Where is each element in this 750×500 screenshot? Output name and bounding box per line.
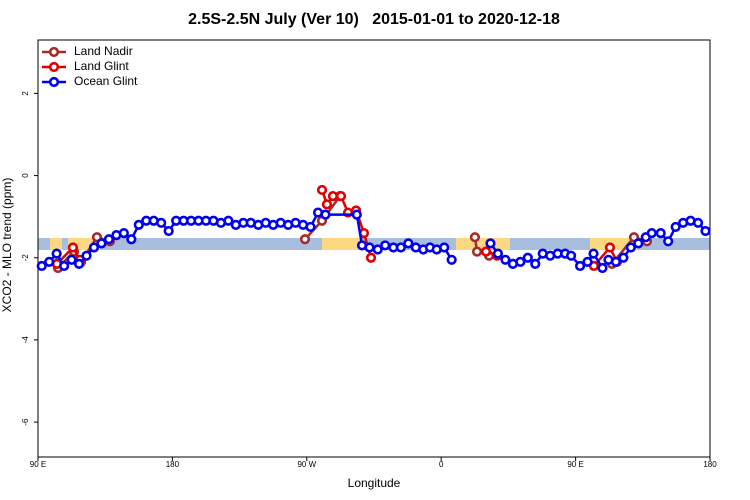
data-point bbox=[500, 254, 511, 265]
data-point bbox=[372, 244, 383, 255]
chart-title: 2.5S-2.5N July (Ver 10) 2015-01-01 to 20… bbox=[188, 11, 560, 28]
data-point bbox=[395, 242, 406, 253]
data-point bbox=[51, 248, 62, 259]
legend-marker bbox=[48, 61, 60, 73]
y-tick-label: 2 bbox=[21, 91, 30, 96]
data-point bbox=[305, 221, 316, 233]
data-point bbox=[625, 242, 636, 253]
y-tick-label: 0 bbox=[21, 173, 30, 178]
legend-label: Land Glint bbox=[74, 59, 129, 73]
series bbox=[36, 207, 711, 274]
x-tick-label: 90 E bbox=[567, 460, 583, 469]
land-band bbox=[322, 238, 362, 250]
data-point bbox=[492, 248, 504, 259]
x-tick-label: 90 W bbox=[297, 460, 316, 469]
data-point bbox=[530, 258, 541, 270]
data-point bbox=[67, 242, 79, 253]
data-point bbox=[321, 199, 333, 210]
data-point bbox=[163, 225, 174, 237]
data-point bbox=[320, 209, 331, 220]
data-point bbox=[700, 225, 711, 237]
data-point bbox=[582, 256, 593, 267]
data-point bbox=[96, 238, 107, 249]
data-point bbox=[663, 236, 674, 247]
data-point bbox=[118, 227, 129, 239]
data-point bbox=[515, 256, 526, 267]
series bbox=[52, 191, 653, 274]
data-point bbox=[365, 252, 377, 263]
data-point bbox=[316, 184, 328, 196]
data-point bbox=[692, 217, 704, 228]
legend-label: Land Nadir bbox=[74, 44, 133, 58]
data-point bbox=[588, 248, 599, 259]
ocean-band bbox=[38, 238, 710, 250]
data-point bbox=[223, 215, 234, 226]
data-point bbox=[66, 254, 77, 265]
y-tick-label: -2 bbox=[21, 254, 30, 262]
x-tick-label: 180 bbox=[703, 460, 717, 469]
data-point bbox=[566, 250, 577, 261]
data-point bbox=[439, 242, 450, 253]
data-point bbox=[485, 238, 496, 249]
data-point bbox=[610, 256, 622, 267]
plot-frame bbox=[37, 39, 711, 458]
data-point bbox=[597, 262, 608, 274]
data-point bbox=[469, 232, 481, 243]
data-point bbox=[133, 219, 144, 230]
data-point bbox=[59, 260, 70, 272]
x-tick-label: 180 bbox=[166, 460, 180, 469]
y-axis-label: XCO2 - MLO trend (ppm) bbox=[0, 178, 14, 313]
data-point bbox=[299, 234, 311, 245]
data-point bbox=[522, 252, 533, 263]
data-point bbox=[156, 217, 167, 228]
data-point bbox=[446, 254, 457, 265]
data-point bbox=[618, 252, 629, 263]
data-point bbox=[574, 260, 586, 272]
data-point bbox=[88, 242, 100, 253]
data-point bbox=[126, 234, 137, 245]
data-point bbox=[44, 256, 55, 267]
data-point bbox=[480, 246, 492, 257]
data-point bbox=[655, 227, 666, 239]
x-tick-label: 90 E bbox=[30, 460, 46, 469]
legend-marker bbox=[48, 46, 60, 58]
data-point bbox=[364, 242, 375, 253]
data-point bbox=[380, 240, 391, 251]
x-axis-label: Longitude bbox=[348, 476, 401, 490]
legend-label: Ocean Glint bbox=[74, 74, 138, 88]
y-tick-label: -4 bbox=[21, 336, 30, 344]
series bbox=[51, 184, 623, 272]
data-point bbox=[103, 234, 115, 245]
data-point bbox=[81, 250, 92, 261]
data-point bbox=[351, 209, 362, 220]
x-tick-label: 0 bbox=[439, 460, 444, 469]
y-tick-label: -6 bbox=[21, 418, 30, 426]
data-point bbox=[327, 191, 339, 202]
land-band bbox=[50, 238, 62, 250]
land-band bbox=[456, 238, 510, 250]
data-point bbox=[646, 227, 657, 239]
data-point bbox=[670, 221, 681, 233]
data-point bbox=[604, 242, 616, 253]
data-point bbox=[471, 246, 483, 257]
legend-marker bbox=[48, 76, 60, 88]
data-point bbox=[335, 191, 347, 202]
data-point bbox=[403, 238, 414, 249]
data-point bbox=[73, 258, 85, 270]
data-point bbox=[36, 260, 47, 272]
data-point bbox=[633, 238, 644, 249]
